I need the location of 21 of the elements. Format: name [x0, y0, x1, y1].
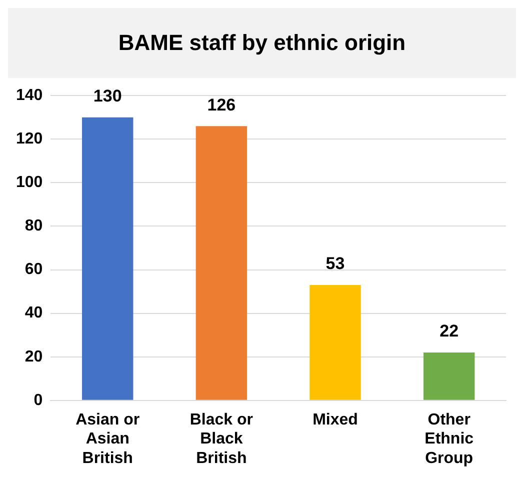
y-tick-label: 60: [24, 261, 43, 278]
data-label: 22: [440, 322, 459, 341]
y-tick-label: 20: [24, 348, 43, 366]
x-tick-label: Other Ethnic Group: [424, 411, 474, 467]
x-tick-label: Mixed: [312, 411, 358, 428]
bar: [423, 352, 475, 400]
x-tick-label: Black or Black British: [190, 411, 254, 467]
bar: [310, 285, 361, 400]
bar: [196, 126, 248, 400]
y-tick-label: 120: [16, 130, 43, 148]
y-tick-label: 0: [34, 392, 43, 409]
x-tick-label: Asian or Asian British: [76, 411, 140, 467]
data-label: 130: [93, 86, 122, 106]
bar: [82, 117, 134, 400]
y-tick-label: 40: [24, 304, 43, 322]
y-tick-label: 140: [16, 87, 43, 104]
data-label: 53: [326, 254, 345, 274]
chart-title: BAME staff by ethnic origin: [118, 30, 406, 56]
y-tick-label: 80: [24, 218, 43, 235]
y-tick-label: 100: [16, 174, 43, 192]
data-label: 126: [207, 95, 236, 114]
